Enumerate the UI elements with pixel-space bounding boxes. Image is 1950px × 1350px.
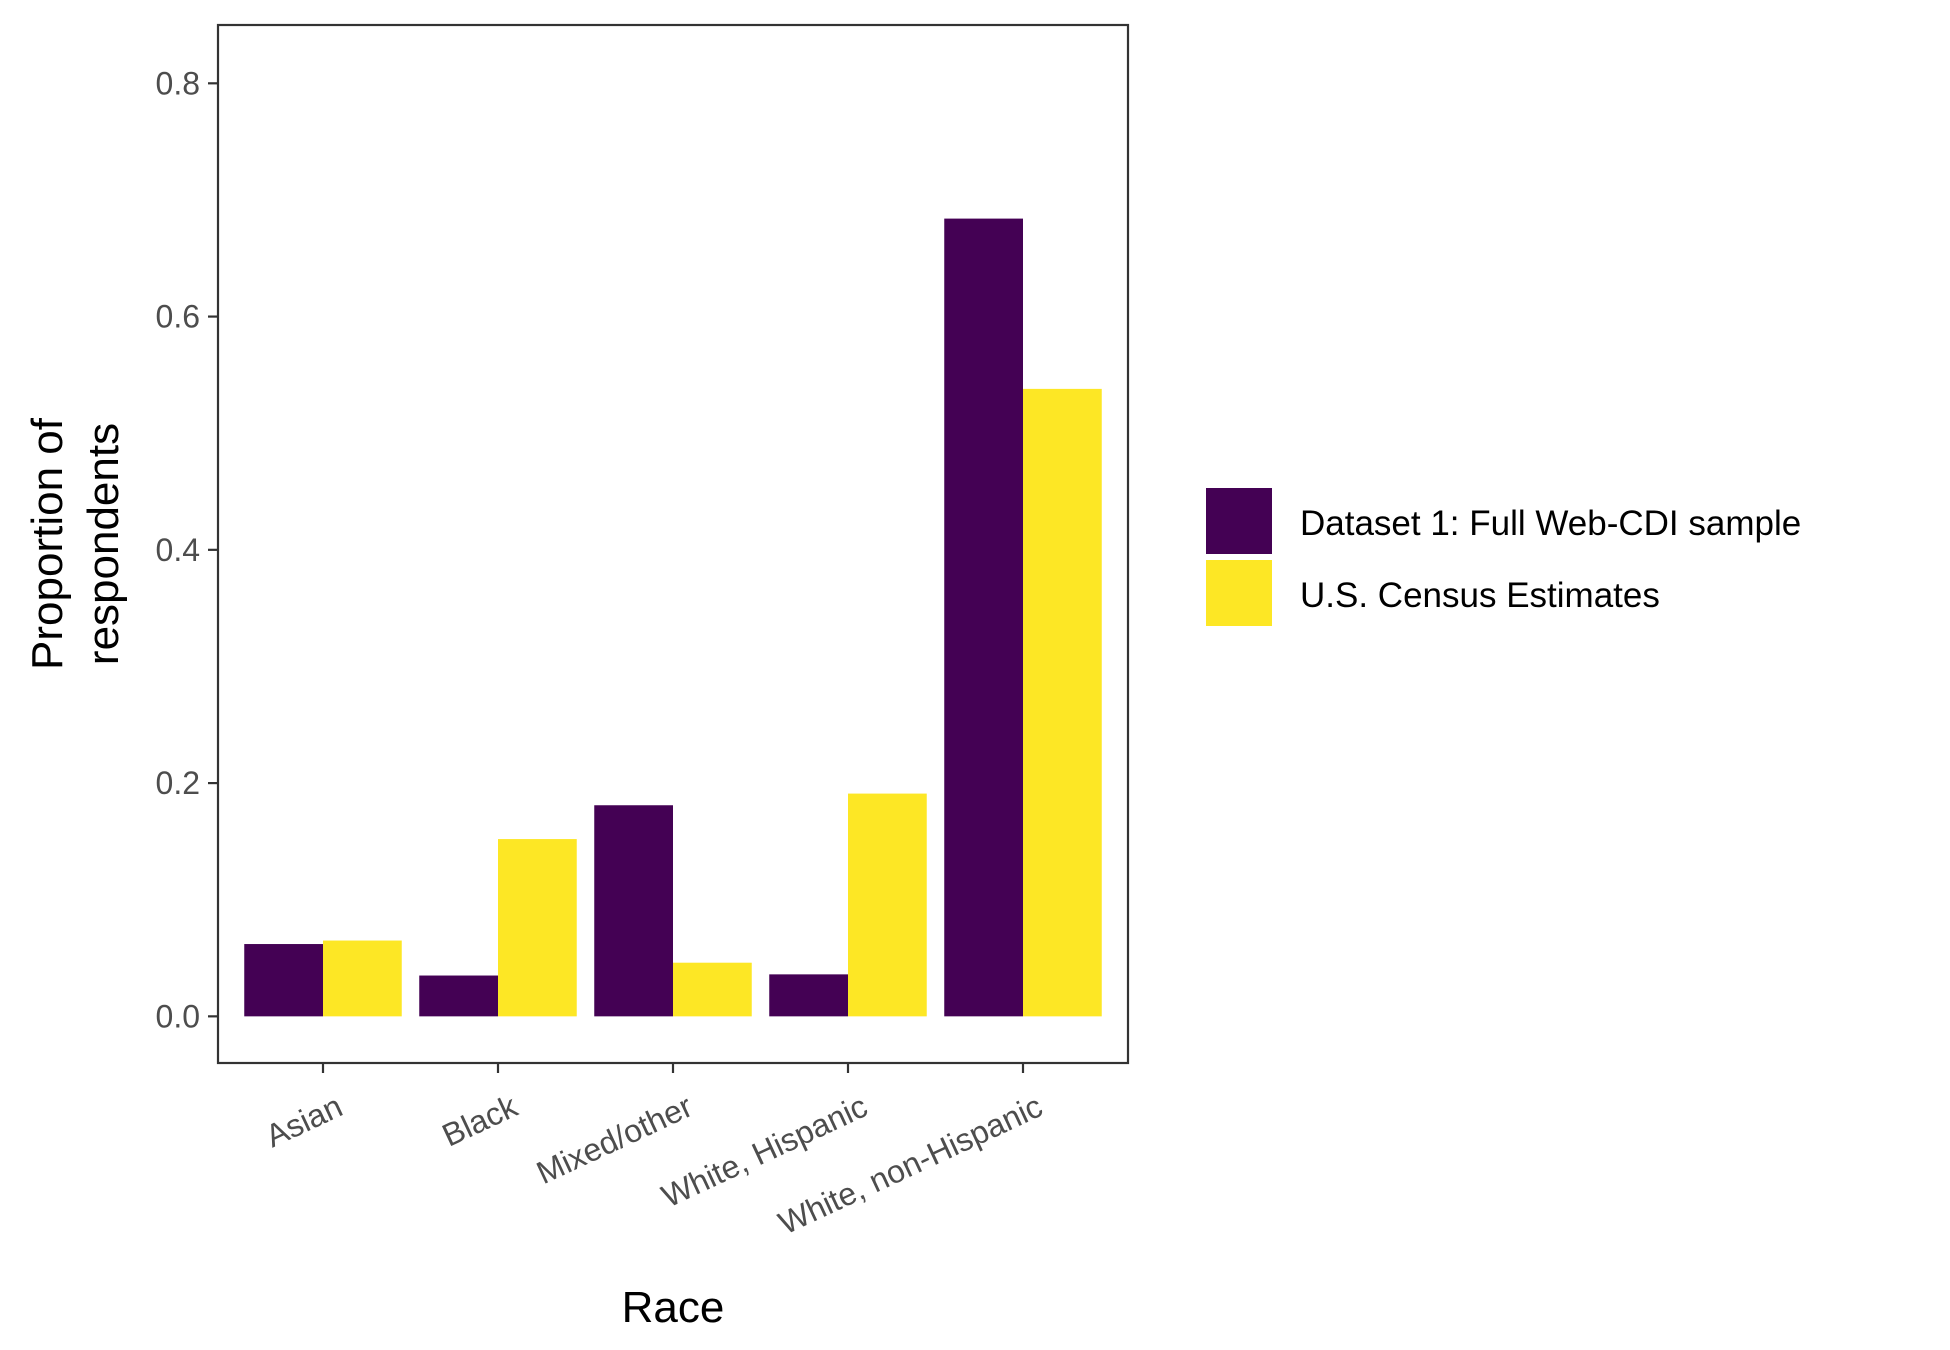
- bars-group: [244, 218, 1102, 1017]
- legend: Dataset 1: Full Web-CDI sample U.S. Cens…: [1206, 488, 1801, 626]
- y-tick-label-4: 0.8: [156, 65, 200, 101]
- bar-dataset-1-2: [594, 805, 673, 1017]
- x-axis-title: Race: [622, 1283, 725, 1332]
- bar-dataset-1-1: [419, 975, 498, 1017]
- legend-label-dataset-1: Dataset 1: Full Web-CDI sample: [1300, 504, 1801, 543]
- y-tick-label-1: 0.2: [156, 765, 200, 801]
- y-axis-title-line-2: respondents: [79, 423, 128, 665]
- bar-census-0: [323, 940, 402, 1017]
- legend-label-census: U.S. Census Estimates: [1300, 576, 1660, 615]
- y-axis: 0.0 0.2 0.4 0.6 0.8: [156, 65, 218, 1034]
- bar-census-4: [1023, 388, 1102, 1017]
- bar-dataset-1-0: [244, 944, 323, 1017]
- y-tick-label-0: 0.0: [156, 998, 200, 1034]
- legend-key-dataset-1: [1206, 488, 1272, 554]
- bar-dataset-1-3: [769, 974, 848, 1017]
- y-axis-title: Proportion of respondents: [23, 417, 128, 670]
- bar-census-3: [848, 793, 927, 1017]
- bar-dataset-1-4: [944, 218, 1023, 1017]
- y-tick-label-2: 0.4: [156, 532, 200, 568]
- legend-key-census: [1206, 560, 1272, 626]
- bar-census-2: [673, 962, 752, 1017]
- bar-census-1: [498, 839, 577, 1017]
- y-tick-label-3: 0.6: [156, 299, 200, 335]
- y-axis-title-line-1: Proportion of: [23, 417, 72, 670]
